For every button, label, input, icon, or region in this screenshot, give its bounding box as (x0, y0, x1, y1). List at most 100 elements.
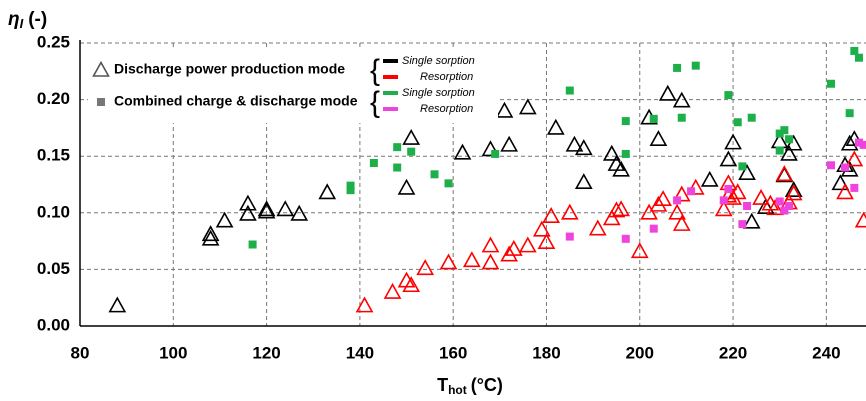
triangle-point (672, 214, 691, 231)
triangle-point (355, 296, 374, 313)
x-axis-label: Thot (°C) (437, 375, 503, 397)
square-point (649, 224, 658, 233)
square-point (407, 147, 416, 156)
square-point (649, 114, 658, 123)
triangle-point (537, 233, 556, 250)
triangle-point (290, 204, 309, 221)
x-label-unit: (°C) (471, 375, 503, 395)
y-tick-label: 0.15 (37, 146, 70, 165)
square-point (738, 162, 747, 171)
x-tick-label: 80 (71, 343, 90, 362)
triangle-point (654, 190, 672, 207)
x-tick-label: 220 (719, 343, 747, 362)
triangle-point (640, 203, 658, 220)
square-point (780, 206, 789, 215)
square-point (775, 146, 784, 155)
triangle-point (588, 219, 607, 236)
square-point (724, 185, 733, 194)
square-point (827, 161, 836, 170)
square-point (733, 118, 742, 127)
x-tick-label: 120 (252, 343, 280, 362)
triangle-point (845, 130, 864, 147)
square-point (673, 63, 682, 72)
triangle-point (402, 276, 421, 293)
triangle-point (766, 199, 784, 216)
square-point (673, 196, 682, 205)
square-point (743, 202, 752, 211)
square-point (747, 113, 756, 122)
square-point (621, 117, 630, 126)
triangle-point (714, 200, 733, 217)
triangle-point (728, 183, 747, 200)
triangle-point (560, 203, 579, 220)
triangle-point (630, 242, 649, 259)
triangle-point (453, 143, 472, 160)
y-label-symbol: η (8, 9, 20, 30)
square-point (369, 158, 378, 167)
triangle-point (565, 135, 584, 152)
triangle-point (780, 144, 798, 161)
square-point (691, 61, 700, 70)
legend-box (88, 47, 498, 123)
triangle-point (607, 201, 626, 218)
triangle-point (724, 133, 742, 150)
triangle-point (397, 178, 416, 195)
triangle-point (500, 135, 519, 152)
triangle-point (215, 211, 234, 228)
triangle-point (257, 202, 276, 219)
triangle-point (574, 173, 593, 190)
triangle-point (672, 91, 691, 108)
square-point (621, 149, 630, 158)
triangle-point (742, 212, 761, 229)
y-axis-label: ηI (-) (8, 9, 47, 31)
square-point (775, 129, 784, 138)
triangle-point (402, 128, 421, 145)
y-tick-label: 0.10 (37, 202, 70, 221)
legend-series-label: Resorption (420, 103, 473, 115)
legend-series-label: Single sorption (402, 55, 475, 67)
triangle-point (658, 84, 677, 101)
square-point (785, 202, 794, 211)
legend-group-label: Combined charge & discharge mode (114, 93, 358, 109)
triangle-point (546, 118, 565, 135)
triangle-point (518, 98, 537, 115)
square-point (855, 53, 864, 62)
square-point (346, 186, 355, 195)
square-point (565, 86, 574, 95)
square-point (346, 181, 355, 190)
x-label-symbol: T (437, 375, 448, 395)
triangle-point (276, 200, 295, 217)
x-tick-label: 240 (812, 343, 840, 362)
triangle-point (686, 178, 705, 195)
triangle-point (500, 245, 519, 262)
triangle-point (649, 195, 668, 212)
triangle-point (108, 296, 127, 313)
square-point (97, 98, 105, 106)
triangle-point (602, 209, 621, 226)
triangle-point (668, 203, 686, 220)
square-point (780, 126, 789, 135)
square-point (444, 179, 453, 188)
triangle-point (775, 165, 794, 182)
triangle-point (784, 181, 803, 197)
square-point (775, 197, 784, 206)
square-point (850, 183, 859, 192)
triangle-point (481, 236, 500, 253)
y-tick-label: 0.05 (37, 259, 70, 278)
triangle-point (836, 183, 854, 200)
triangle-point (738, 164, 756, 180)
triangle-point (462, 251, 481, 268)
square-point (677, 113, 686, 122)
square-point (855, 138, 864, 147)
square-point (565, 232, 574, 241)
triangle-point (201, 229, 220, 246)
square-point (248, 240, 257, 249)
y-tick-label: 0.25 (37, 32, 70, 51)
triangle-point (542, 207, 560, 223)
y-tick-label: 0.00 (37, 315, 70, 334)
square-point (687, 187, 696, 196)
triangle-point (831, 174, 850, 191)
triangle-point (602, 144, 621, 161)
legend-brace: { (370, 86, 380, 119)
triangle-point (201, 225, 220, 242)
